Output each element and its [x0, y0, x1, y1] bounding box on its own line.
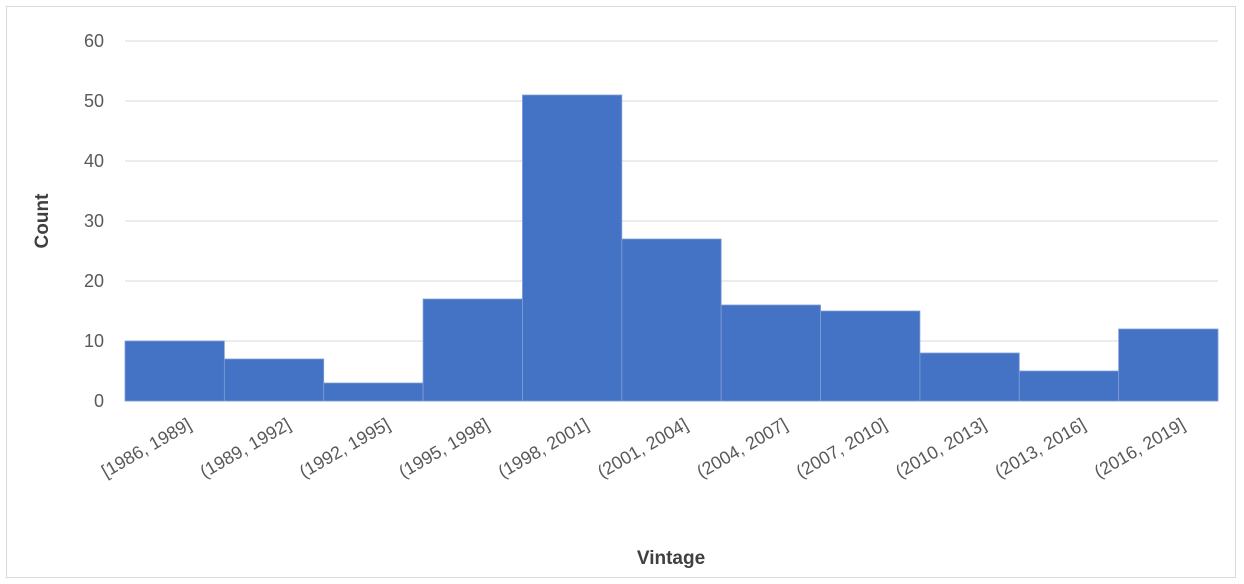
x-tick-label: (1998, 2001] — [495, 414, 593, 482]
x-tick-label: (1995, 1998] — [395, 414, 493, 482]
y-tick-label: 20 — [84, 271, 104, 291]
bar — [1018, 370, 1120, 402]
x-tick-label: (2010, 2013] — [892, 414, 990, 482]
y-tick-label: 40 — [84, 151, 104, 171]
bar — [621, 238, 722, 402]
x-tick-label: (2016, 2019] — [1091, 414, 1189, 482]
y-tick-label: 0 — [94, 391, 104, 411]
x-tick-label: (2013, 2016] — [991, 414, 1089, 482]
x-tick-labels: [1986, 1989] (1989, 1992] (1992, 1995] (199… — [98, 414, 1188, 482]
bar — [223, 358, 325, 402]
y-tick-label: 50 — [84, 91, 104, 111]
x-tick-label: (2001, 2004] — [594, 414, 692, 482]
bar — [522, 94, 623, 402]
bar — [124, 340, 225, 402]
bars — [124, 94, 1219, 402]
y-tick-labels: 0 10 20 30 40 50 60 — [84, 31, 104, 411]
x-tick-label: (2004, 2007] — [693, 414, 791, 482]
y-tick-label: 10 — [84, 331, 104, 351]
x-tick-label: (1989, 1992] — [196, 414, 294, 482]
y-tick-label: 30 — [84, 211, 104, 231]
x-axis-title: Vintage — [637, 548, 705, 569]
x-tick-label: (1992, 1995] — [296, 414, 394, 482]
y-axis-title: Count — [32, 193, 53, 249]
bar — [720, 304, 821, 402]
bar — [820, 310, 921, 402]
y-tick-label: 60 — [84, 31, 104, 51]
bar — [919, 352, 1020, 402]
bar — [323, 382, 424, 402]
x-tick-label: [1986, 1989] — [98, 414, 195, 481]
bar — [1118, 328, 1219, 402]
bar — [422, 298, 523, 402]
x-tick-label: (2007, 2010] — [793, 414, 891, 482]
